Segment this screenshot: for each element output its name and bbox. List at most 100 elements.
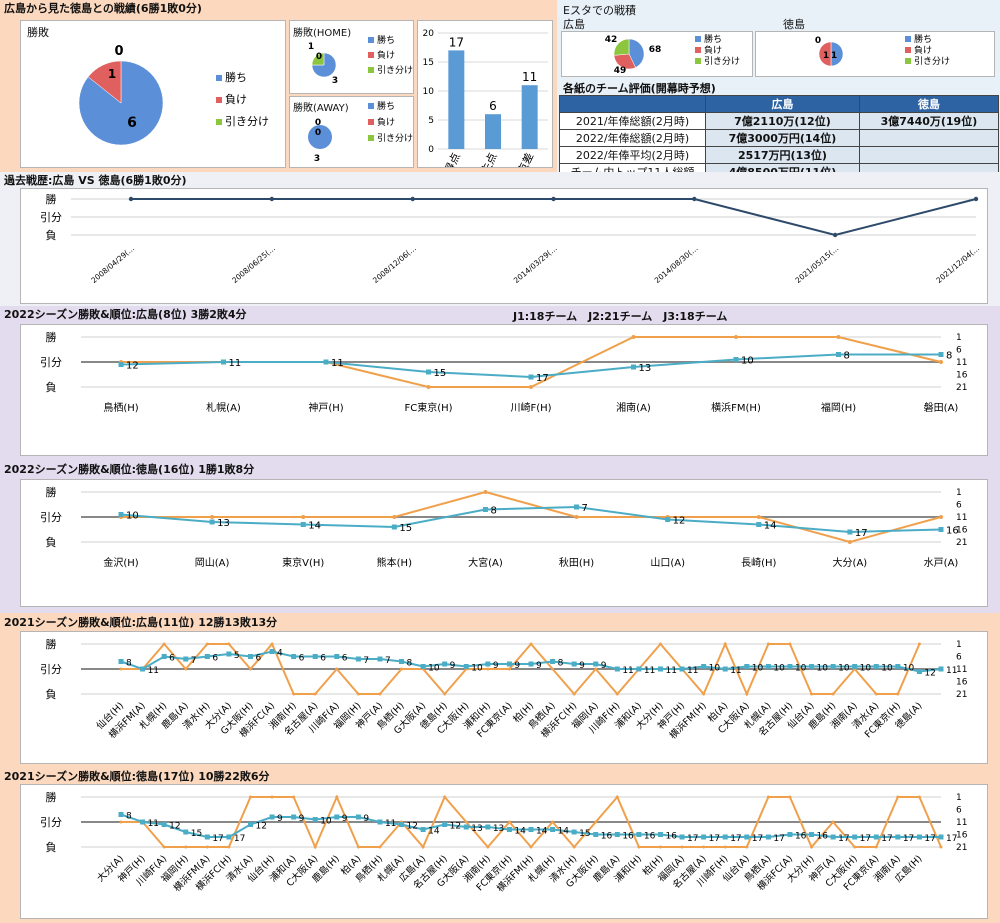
rank-data-label: 17 (752, 834, 763, 844)
table-header: 広島 (705, 95, 860, 113)
rank-line (120, 353, 941, 379)
pie-data-label: 1 (823, 51, 829, 61)
result-point (615, 795, 619, 799)
rank-point (426, 369, 431, 375)
legend-swatch (695, 36, 701, 42)
rank-data-label: 9 (277, 814, 283, 824)
rank-point (485, 661, 491, 667)
rank-point (636, 666, 642, 672)
rank-point (118, 659, 124, 664)
rank-tick-label: 16 (956, 678, 968, 688)
rank-point (399, 822, 405, 827)
result-point (119, 820, 123, 824)
rank-data-label: 14 (308, 521, 321, 532)
rank-data-label: 15 (191, 829, 202, 839)
table-row: 2022/年俸総額(2月時) 7億3000万円(14位) (559, 129, 1000, 147)
y-axis-label: 負 (46, 381, 57, 394)
rank-point (938, 527, 944, 532)
rank-point (809, 832, 815, 837)
result-point (335, 795, 339, 799)
result-point (551, 820, 555, 824)
season-chart-1: 勝引分負16111621[勝敗][順位]1211111517131088鳥栖(H… (40, 312, 968, 414)
rank-point (355, 814, 361, 820)
season-panel-4: 2021シーズン勝敗&順位:徳島(17位) 10勝22敗6分 勝引分負 1 6 11 1… (0, 768, 1000, 923)
rank-point (300, 522, 306, 527)
legend-label: 引き分け (377, 133, 413, 144)
rank-tick-label: 21 (956, 690, 967, 700)
rank-point (118, 812, 124, 817)
rank-point (733, 357, 739, 362)
date-tick-label: 2021/12/04(… (934, 244, 981, 285)
goals-bar-chart: 0 5 10 15 20 17 得点 6 失点 11 得失点差 (423, 29, 548, 196)
rank-point (679, 834, 685, 840)
rank-point (938, 666, 944, 672)
rank-point (895, 834, 901, 840)
y-axis-label: 勝 (46, 485, 57, 499)
date-tick-label: 2014/08/30(… (653, 244, 700, 285)
rank-data-label: 8 (126, 812, 132, 822)
rank-data-label: 12 (673, 516, 686, 527)
rank-data-label: 8 (126, 659, 132, 669)
pie-data-label: 1 (831, 51, 837, 61)
rank-tick-label: 6 (956, 806, 962, 816)
rank-tick-label: 11 (956, 818, 967, 828)
season-chart-2: 勝引分負16111621[勝敗][順位]101314158712141716金沢… (40, 467, 968, 569)
rank-point (852, 664, 858, 669)
rank-tick-label: 21 (956, 383, 967, 393)
result-point (896, 692, 900, 696)
rank-data-label: 10 (903, 664, 915, 674)
rank-point (355, 656, 361, 662)
rank-point (528, 374, 534, 380)
rank-point (916, 834, 922, 840)
y-tick-label: 10 (423, 87, 435, 97)
rank-point (744, 834, 750, 840)
pie-data-label: 49 (614, 66, 627, 76)
legend-label: 勝ち (377, 34, 395, 46)
rank-point (334, 814, 340, 820)
result-point (836, 335, 841, 339)
y-axis-label: 勝 (46, 637, 57, 651)
rank-point (291, 814, 297, 820)
rank-point (269, 649, 275, 654)
league-note: J1:18チーム J2:21チーム J3:18チーム (513, 310, 728, 323)
y-axis-label: 負 (46, 841, 57, 854)
away-pie-label: 勝敗(AWAY) (293, 103, 349, 114)
rank-data-label: 14 (764, 521, 777, 532)
rank-line (120, 505, 942, 534)
rank-data-label: 16 (644, 832, 656, 842)
rank-data-label: 12 (126, 361, 139, 372)
rank-data-label: 10 (428, 664, 440, 674)
rank-data-label: 6 (212, 654, 218, 664)
rank-data-label: 12 (924, 669, 935, 679)
rank-data-label: 17 (709, 834, 720, 844)
rank-data-label: 10 (773, 664, 785, 674)
history-box: 勝引分負 2008/04/29(… 2008/06/25(… 2008/12/06(…… (20, 188, 988, 304)
season-panel-2: 2022シーズン勝敗&順位:徳島(16位) 1勝1敗8分 勝引分負 1 6 11 16 2… (0, 461, 1000, 613)
match-tick-label: 長崎(H) (741, 556, 776, 569)
result-point (507, 667, 511, 671)
estadium-tokushima-name: 徳島 (783, 18, 805, 31)
history-point (692, 196, 697, 202)
result-point (301, 515, 306, 519)
rank-data-label: 17 (881, 834, 892, 844)
rank-data-label: 12 (169, 822, 180, 832)
rank-tick-label: 1 (956, 488, 962, 498)
rank-data-label: 7 (582, 503, 588, 514)
pie-data-label: 0 (316, 52, 322, 62)
table-cell: 7億2110万(12位) (705, 112, 860, 130)
legend-rank-label: ][順位 (864, 480, 895, 481)
result-point (847, 540, 852, 544)
result-point (658, 642, 662, 646)
rank-data-label: 14 (514, 827, 526, 837)
legend-result-label: [勝敗 (786, 785, 812, 786)
rank-point (744, 664, 750, 669)
match-tick-label: 秋田(H) (559, 556, 594, 569)
match-tick-label: 熊本(H) (377, 556, 412, 569)
result-line (121, 490, 942, 544)
season-panel-3: 2021シーズン勝敗&順位:広島(11位) 12勝13敗13分 勝引分負 1 6 11… (0, 613, 1000, 768)
rank-point (391, 524, 397, 530)
result-point (917, 642, 921, 646)
pie-slice (308, 125, 332, 149)
result-point (637, 845, 641, 849)
result-point (248, 795, 252, 799)
